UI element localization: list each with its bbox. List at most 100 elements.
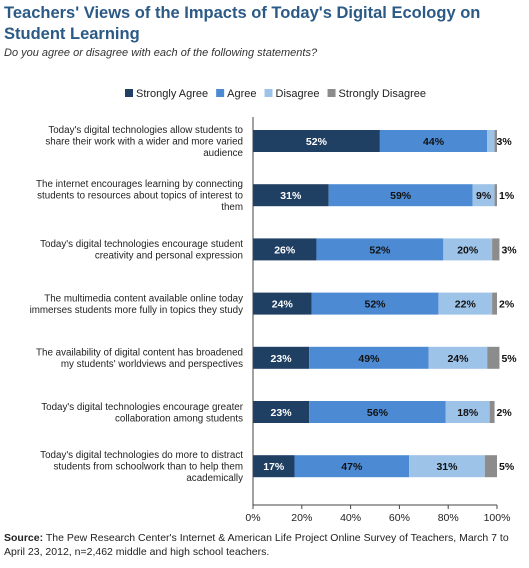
bar-strongly-agree-3 [253,238,317,261]
bar-strongly-agree-7 [253,455,295,478]
category-label-7: Today's digital technologies do more to … [40,450,243,484]
data-label-disagree-2: 9% [476,190,492,202]
bar-disagree-7 [409,455,485,478]
bar-agree-3 [316,238,444,261]
data-label-disagree-4: 22% [455,299,477,311]
bar-disagree-3 [443,238,493,261]
category-label-1: Today's digital technologies allow stude… [45,125,243,159]
bar-strongly-agree-1 [253,130,380,152]
category-label-line: The multimedia content available online … [44,293,243,304]
data-label-strongly-disagree-2: 1% [499,190,515,202]
data-label-agree-1: 44% [423,136,445,148]
data-label-disagree-5: 24% [447,353,469,365]
category-label-5: The availability of digital content has … [36,348,243,371]
source-label: Source: [4,532,44,544]
category-label-6: Today's digital technologies encourage g… [41,402,243,425]
chart-legend: Strongly Agree Agree Disagree Strongly Disa… [125,88,426,100]
category-label-line: academically [186,473,243,484]
chart-subtitle: Do you agree or disagree with each of th… [4,47,318,59]
bar-disagree-2 [472,184,495,207]
legend-label-disagree: Disagree [276,88,320,100]
data-label-strongly-disagree-3: 3% [501,244,517,256]
category-label-line: audience [203,148,243,159]
category-label-line: them [221,202,243,213]
data-label-strongly-agree-1: 52% [306,136,328,148]
legend-swatch-strongly-agree [125,89,133,97]
bar-strongly-agree-5 [253,346,310,369]
x-tick-label-4: 80% [438,512,459,524]
category-label-line: The availability of digital content has … [36,348,243,359]
bar-strongly-agree-4 [253,292,312,315]
data-label-strongly-disagree-5: 5% [501,353,517,365]
data-label-agree-2: 59% [390,190,412,202]
category-labels: Today's digital technologies allow stude… [30,125,244,484]
bar-disagree-6 [445,401,490,423]
stacked-bar-chart: Strongly Agree Agree Disagree Strongly Disa… [30,88,518,524]
data-label-strongly-agree-6: 23% [271,407,293,419]
bar-agree-2 [328,184,473,207]
x-axis: 0% 20% 40% 60% 80% 100% [245,117,510,524]
category-label-line: collaboration among students [115,413,243,424]
data-label-strongly-disagree-4: 2% [499,299,515,311]
x-tick-label-1: 20% [291,512,312,524]
legend-swatch-disagree [264,89,273,97]
source-note: Source: The Pew Research Center's Intern… [4,531,526,559]
bars: 52% 44% 3% 31% 59% 9% 1% 26% 52% 20% 3% 24% 52% 22% 2%… [253,130,517,478]
data-label-strongly-disagree-6: 2% [497,407,513,419]
bar-disagree-1 [487,130,495,152]
bar-strongly-disagree-7 [484,455,497,478]
bar-disagree-4 [438,292,493,315]
bar-agree-5 [309,346,429,369]
data-label-agree-7: 47% [341,461,363,473]
data-label-strongly-agree-2: 31% [280,190,302,202]
bar-strongly-disagree-1 [494,130,497,152]
legend-swatch-agree [216,89,225,97]
category-label-line: immerses students more fully in topics t… [30,305,244,316]
bar-agree-4 [311,292,439,315]
bar-agree-6 [309,401,446,423]
category-label-line: The internet encourages learning by conn… [36,179,243,190]
data-label-disagree-6: 18% [457,407,479,419]
legend-swatch-strongly-disagree [327,89,336,97]
bar-strongly-agree-2 [253,184,329,207]
x-tick-label-3: 60% [389,512,410,524]
bar-disagree-5 [428,346,488,369]
data-label-agree-5: 49% [358,353,380,365]
category-label-line: Today's digital technologies encourage g… [41,402,243,413]
data-label-disagree-3: 20% [457,244,479,256]
data-label-strongly-agree-3: 26% [274,244,296,256]
x-tick-label-2: 40% [340,512,361,524]
bar-strongly-disagree-2 [494,184,497,207]
category-label-line: Today's digital technologies allow stude… [48,125,243,136]
legend-label-agree: Agree [227,88,256,100]
category-label-4: The multimedia content available online … [30,293,244,316]
data-label-strongly-disagree-7: 5% [499,461,515,473]
data-label-strongly-agree-4: 24% [272,299,294,311]
data-label-disagree-1: 3% [497,136,513,148]
category-label-line: my students' worldviews and perspectives [61,359,243,370]
category-label-line: students to resources about topics of in… [37,191,243,202]
category-label-line: students from schoolwork than to help th… [53,462,243,473]
category-label-line: Today's digital technologies do more to … [40,450,243,461]
category-label-3: Today's digital technologies encourage s… [40,239,243,262]
source-text: The Pew Research Center's Internet & Ame… [4,532,509,558]
bar-strongly-disagree-4 [492,292,497,315]
category-label-line: share their work with a wider and more v… [45,137,243,148]
category-label-2: The internet encourages learning by conn… [36,179,244,213]
bar-agree-7 [294,455,410,478]
legend-label-strongly-disagree: Strongly Disagree [339,88,426,100]
bar-strongly-agree-6 [253,401,310,423]
data-label-agree-4: 52% [364,299,386,311]
legend-label-strongly-agree: Strongly Agree [136,88,208,100]
chart-title: Teachers' Views of the Impacts of Today'… [4,4,481,43]
data-label-strongly-agree-7: 17% [263,461,285,473]
data-label-disagree-7: 31% [436,461,458,473]
data-label-agree-3: 52% [369,244,391,256]
bar-strongly-disagree-5 [487,346,500,369]
x-tick-label-5: 100% [484,512,511,524]
bar-strongly-disagree-3 [492,238,500,261]
data-label-strongly-agree-5: 23% [271,353,293,365]
bar-strongly-disagree-6 [489,401,495,423]
category-label-line: creativity and personal expression [95,251,243,262]
x-tick-label-0: 0% [245,512,260,524]
